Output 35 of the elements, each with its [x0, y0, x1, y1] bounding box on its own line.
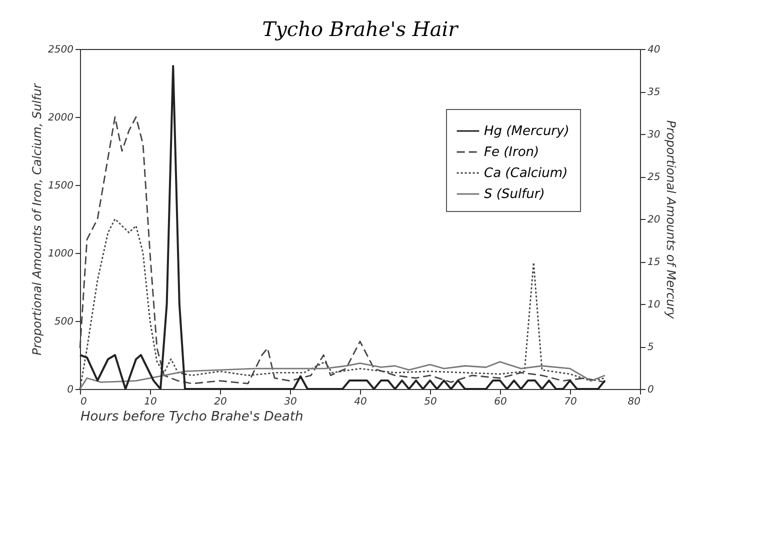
chart-title: Tycho Brahe's Hair: [262, 17, 460, 41]
legend-label: Hg (Mercury): [484, 124, 570, 139]
y-tick-label: 1500: [48, 180, 74, 192]
y2-tick-label: 30: [648, 130, 660, 140]
y2-tick-label: 5: [648, 342, 654, 353]
y2-tick-label: 40: [648, 44, 660, 56]
x-tick-label: 80: [628, 396, 640, 408]
x-tick-label: 0: [80, 396, 87, 408]
y-axis-title: Proportional Amounts of Iron, Calcium, Sulfur: [30, 82, 44, 356]
y-tick-label: 500: [54, 316, 74, 328]
x-tick-label: 20: [214, 396, 227, 408]
line-series: [79, 65, 606, 390]
y2-tick-label: 25: [648, 172, 660, 183]
legend-label: Fe (Iron): [484, 145, 540, 160]
x-tick-label: 60: [494, 396, 507, 408]
y2-tick-label: 15: [648, 257, 660, 268]
y2-axis-title: Proportional Amounts of Mercury: [664, 120, 678, 320]
y2-tick-label: 0: [648, 384, 654, 396]
x-axis-title: Hours before Tycho Brahe's Death: [80, 410, 304, 424]
legend-label: Ca (Calcium): [484, 166, 568, 181]
line-series: [79, 116, 606, 384]
y-tick-label: 0: [67, 384, 74, 396]
x-tick-label: 40: [354, 396, 367, 408]
x-tick-label: 50: [424, 396, 437, 408]
x-tick-label: 70: [564, 396, 577, 408]
y-tick-label: 2000: [48, 112, 74, 124]
x-tick-label: 30: [284, 396, 297, 408]
legend-label: S (Sulfur): [484, 187, 545, 202]
y2-tick-label: 10: [648, 300, 660, 310]
y-tick-label: 2500: [48, 44, 74, 56]
y-tick-label: 1000: [48, 248, 74, 260]
line-series: [79, 361, 606, 390]
x-tick-label: 10: [144, 396, 157, 408]
y2-tick-label: 35: [648, 87, 660, 98]
y2-tick-label: 20: [648, 214, 660, 226]
